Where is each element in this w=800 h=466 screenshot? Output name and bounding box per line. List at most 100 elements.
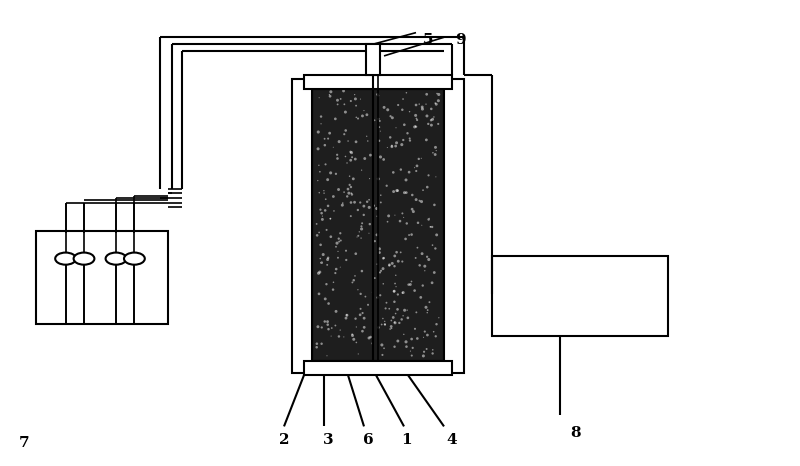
Point (406, 344, 419, 352)
Point (358, 202, 370, 210)
Point (310, 340, 323, 348)
Point (377, 254, 390, 262)
Point (394, 166, 407, 173)
Point (315, 324, 328, 331)
Point (337, 87, 350, 95)
Point (327, 144, 340, 151)
Point (410, 123, 422, 130)
Point (406, 206, 418, 213)
Point (421, 253, 434, 260)
Text: 8: 8 (570, 426, 582, 440)
Point (428, 201, 441, 209)
Point (324, 215, 337, 222)
Point (414, 261, 426, 269)
Point (366, 288, 379, 296)
Point (390, 187, 403, 194)
Point (325, 332, 338, 340)
Point (364, 333, 377, 341)
Point (323, 130, 336, 137)
Point (402, 168, 415, 176)
Point (324, 215, 337, 222)
Bar (36, 231, 168, 324)
Circle shape (55, 253, 76, 265)
Point (358, 155, 371, 162)
Point (344, 148, 357, 156)
Point (355, 225, 368, 233)
Point (351, 286, 364, 294)
Point (374, 127, 386, 135)
Point (386, 142, 398, 150)
Point (311, 323, 324, 330)
Point (348, 199, 361, 206)
Point (363, 175, 376, 182)
Point (383, 261, 396, 268)
Point (314, 206, 327, 213)
Point (370, 212, 383, 220)
Point (321, 261, 334, 268)
Point (370, 231, 383, 239)
Point (428, 269, 441, 276)
Point (429, 99, 442, 107)
Point (367, 202, 380, 209)
Point (394, 217, 406, 225)
Text: 1: 1 (401, 433, 412, 447)
Point (415, 198, 428, 206)
Point (430, 231, 443, 239)
Point (390, 139, 403, 146)
Point (418, 267, 431, 274)
Bar (304, 361, 452, 375)
Point (350, 250, 362, 257)
Point (338, 188, 350, 196)
Point (350, 114, 362, 121)
Point (429, 151, 442, 158)
Point (410, 308, 422, 316)
Point (421, 112, 434, 120)
Point (403, 137, 416, 144)
Point (361, 111, 374, 118)
Point (318, 142, 331, 149)
Point (410, 115, 423, 122)
Point (347, 336, 360, 343)
Point (318, 135, 331, 143)
Point (398, 307, 411, 314)
Point (350, 138, 362, 145)
Point (371, 294, 384, 302)
Point (341, 192, 354, 200)
Point (430, 147, 442, 154)
Point (432, 97, 445, 104)
Point (385, 323, 398, 330)
Point (388, 298, 401, 306)
Bar (304, 75, 452, 89)
Point (334, 263, 346, 271)
Point (380, 182, 393, 190)
Point (322, 300, 335, 307)
Point (429, 144, 442, 151)
Bar (312, 89, 444, 361)
Point (397, 289, 410, 296)
Point (378, 344, 390, 352)
Point (346, 191, 358, 198)
Point (345, 190, 358, 197)
Point (326, 286, 339, 294)
Point (344, 157, 357, 164)
Point (397, 136, 410, 144)
Point (396, 258, 409, 265)
Point (396, 106, 409, 114)
Point (389, 280, 402, 287)
Point (379, 305, 392, 312)
Point (333, 138, 346, 145)
Point (393, 319, 406, 327)
Point (422, 306, 434, 314)
Point (321, 352, 334, 359)
Point (382, 106, 394, 114)
Point (420, 90, 433, 98)
Point (387, 288, 400, 295)
Point (314, 120, 327, 128)
Point (351, 206, 364, 214)
Point (389, 212, 402, 219)
Point (354, 199, 366, 206)
Point (349, 315, 362, 322)
Point (322, 202, 334, 210)
Point (370, 205, 383, 212)
Point (368, 274, 381, 282)
